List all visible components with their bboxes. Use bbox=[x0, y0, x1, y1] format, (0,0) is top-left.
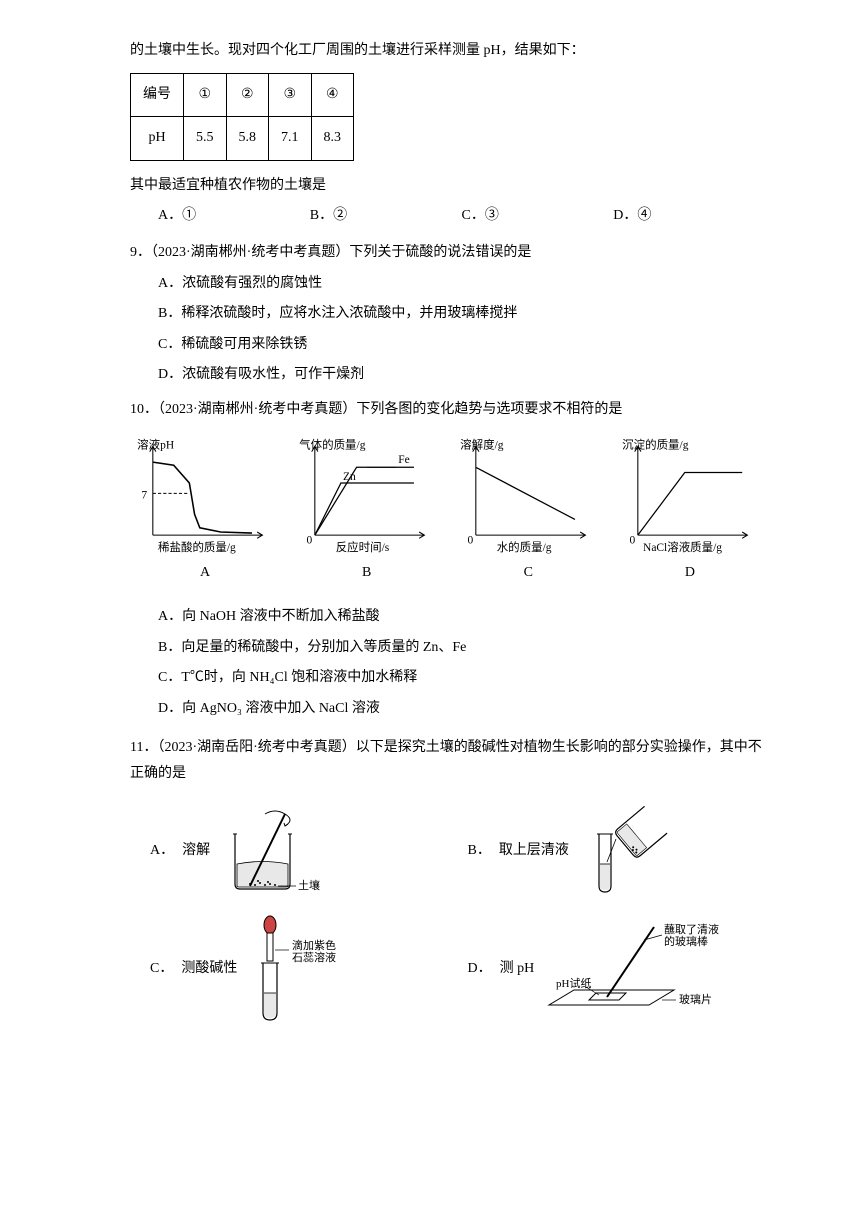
svg-text:0: 0 bbox=[468, 534, 474, 546]
svg-text:沉淀的质量/g: 沉淀的质量/g bbox=[622, 437, 689, 451]
chart-b-label: B bbox=[362, 560, 371, 587]
table-row: pH 5.5 5.8 7.1 8.3 bbox=[131, 117, 354, 161]
svg-text:NaCl溶液质量/g: NaCl溶液质量/g bbox=[643, 539, 722, 553]
q8-options: A．① B．② C．③ D．④ bbox=[158, 203, 765, 230]
q9-c: C．稀硫酸可用来除铁锈 bbox=[158, 332, 765, 359]
svg-text:玻璃片: 玻璃片 bbox=[679, 992, 712, 1006]
chart-d: 沉淀的质量/g 0 NaCl溶液质量/g D bbox=[615, 436, 765, 587]
option-c: C．③ bbox=[462, 203, 614, 230]
option-a: A．① bbox=[158, 203, 310, 230]
q11-c: C． 测酸碱性 滴加紫色 石蕊溶液 bbox=[130, 915, 448, 1025]
svg-text:0: 0 bbox=[629, 534, 635, 546]
q9-d: D．浓硫酸有吸水性，可作干燥剂 bbox=[158, 362, 765, 389]
svg-text:Fe: Fe bbox=[398, 454, 409, 466]
intro-text: 的土壤中生长。现对四个化工厂周围的土壤进行采样测量 pH，结果如下： bbox=[130, 38, 765, 65]
ph-table: 编号 ① ② ③ ④ pH 5.5 5.8 7.1 8.3 bbox=[130, 73, 354, 161]
q10-a: A．向 NaOH 溶液中不断加入稀盐酸 bbox=[158, 604, 765, 631]
svg-text:水的质量/g: 水的质量/g bbox=[497, 539, 552, 553]
q9-a: A．浓硫酸有强烈的腐蚀性 bbox=[158, 271, 765, 298]
svg-text:pH试纸: pH试纸 bbox=[556, 977, 591, 990]
chart-b: 气体的质量/g 0 Fe Zn 反应时间/s B bbox=[292, 436, 442, 587]
svg-text:Zn: Zn bbox=[343, 470, 356, 482]
beaker-diagram: 土壤 bbox=[210, 804, 330, 899]
svg-text:滴加紫色: 滴加紫色 bbox=[292, 938, 336, 952]
q8-tail: 其中最适宜种植农作物的土壤是 bbox=[130, 173, 765, 200]
q11-b: B． 取上层清液 bbox=[448, 804, 766, 899]
svg-text:反应时间/s: 反应时间/s bbox=[335, 539, 389, 553]
q10-d: D．向 AgNO₃ 溶液中加入 NaCl 溶液 bbox=[158, 696, 765, 723]
svg-text:7: 7 bbox=[141, 489, 147, 501]
chart-d-label: D bbox=[685, 560, 695, 587]
q10-c: C．T℃时，向 NH₄Cl 饱和溶液中加水稀释 bbox=[158, 665, 765, 692]
decant-diagram bbox=[569, 804, 689, 899]
q11-a: A． 溶解 土壤 bbox=[130, 804, 448, 899]
row-label: pH bbox=[131, 117, 184, 161]
header-label: 编号 bbox=[131, 73, 184, 117]
charts-row: 溶液pH 7 稀盐酸的质量/g A 气体的质量/g 0 Fe Zn 反应时间/s… bbox=[130, 436, 765, 587]
svg-text:土壤: 土壤 bbox=[298, 878, 320, 892]
svg-text:溶液pH: 溶液pH bbox=[137, 437, 174, 451]
q10-b: B．向足量的稀硫酸中，分别加入等质量的 Zn、Fe bbox=[158, 635, 765, 662]
q11-d: D． 测 pH 蘸取了清液 的玻璃棒 pH试纸 玻璃片 bbox=[448, 915, 766, 1025]
table-row: 编号 ① ② ③ ④ bbox=[131, 73, 354, 117]
q11-row1: A． 溶解 土壤 bbox=[130, 804, 765, 899]
svg-text:0: 0 bbox=[306, 534, 312, 546]
svg-text:气体的质量/g: 气体的质量/g bbox=[299, 437, 366, 451]
option-d: D．④ bbox=[613, 203, 765, 230]
chart-a-label: A bbox=[200, 560, 210, 587]
svg-text:的玻璃棒: 的玻璃棒 bbox=[664, 934, 708, 948]
svg-text:蘸取了清液: 蘸取了清液 bbox=[664, 922, 719, 936]
svg-text:稀盐酸的质量/g: 稀盐酸的质量/g bbox=[158, 539, 236, 553]
chart-a: 溶液pH 7 稀盐酸的质量/g A bbox=[130, 436, 280, 587]
chart-c-label: C bbox=[524, 560, 533, 587]
q9-stem: 9．（2023·湖南郴州·统考中考真题）下列关于硫酸的说法错误的是 bbox=[130, 240, 765, 267]
svg-text:溶解度/g: 溶解度/g bbox=[460, 437, 504, 451]
svg-text:石蕊溶液: 石蕊溶液 bbox=[292, 950, 336, 964]
option-b: B．② bbox=[310, 203, 462, 230]
q10-stem: 10．（2023·湖南郴州·统考中考真题）下列各图的变化趋势与选项要求不相符的是 bbox=[130, 397, 765, 424]
chart-c: 溶解度/g 0 水的质量/g C bbox=[453, 436, 603, 587]
q9-b: B．稀释浓硫酸时，应将水注入浓硫酸中，并用玻璃棒搅拌 bbox=[158, 301, 765, 328]
dropper-diagram: 滴加紫色 石蕊溶液 bbox=[237, 915, 387, 1025]
q11-row2: C． 测酸碱性 滴加紫色 石蕊溶液 D． 测 pH bbox=[130, 915, 765, 1025]
ph-paper-diagram: 蘸取了清液 的玻璃棒 pH试纸 玻璃片 bbox=[534, 915, 724, 1025]
q11-stem: 11．（2023·湖南岳阳·统考中考真题）以下是探究土壤的酸碱性对植物生长影响的… bbox=[130, 735, 765, 788]
